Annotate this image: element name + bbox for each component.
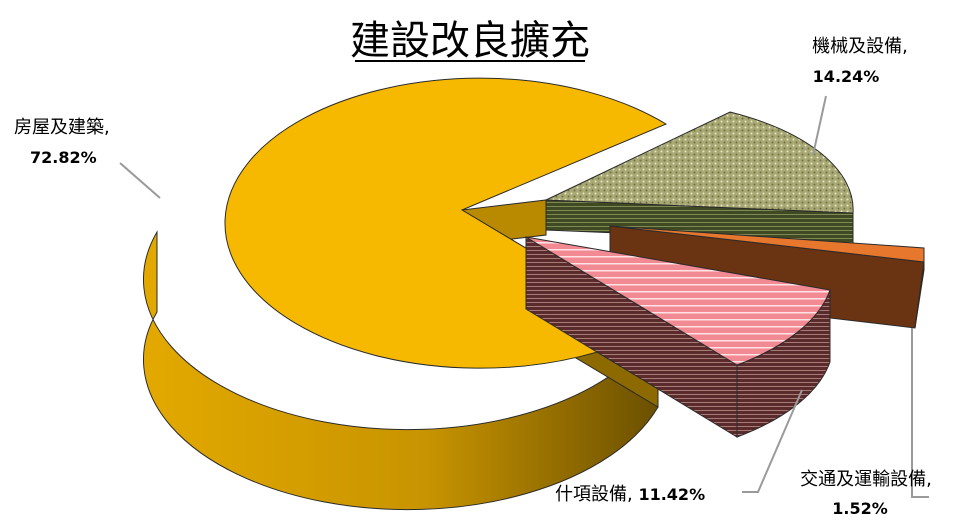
leader-line-什項設備 [742,389,803,493]
svg-text:1.52%: 1.52% [832,499,888,518]
pie-slice-什項設備 [525,236,831,438]
leader-line-機械及設備 [812,95,827,156]
data-label-什項設備: 什項設備, 11.42% [555,484,705,505]
data-label-房屋及建築: 房屋及建築, 72.82% [14,117,110,167]
leader-line-交通及運輸設備 [911,328,929,498]
svg-text:14.24%: 14.24% [813,67,880,86]
svg-text:交通及運輸設備,: 交通及運輸設備, [800,469,932,490]
data-label-交通及運輸設備: 交通及運輸設備, 1.52% [800,469,932,518]
svg-text:房屋及建築,: 房屋及建築, [14,117,110,138]
leader-line-房屋及建築 [119,162,161,199]
svg-text:機械及設備,: 機械及設備, [812,36,908,57]
chart-title: 建設改良擴充 [350,18,590,64]
svg-text:72.82%: 72.82% [30,148,97,167]
svg-text:什項設備, 11.42%: 什項設備, 11.42% [555,484,705,505]
data-label-機械及設備: 機械及設備, 14.24% [812,36,908,86]
pie-slice-交通及運輸設備 [609,225,925,329]
